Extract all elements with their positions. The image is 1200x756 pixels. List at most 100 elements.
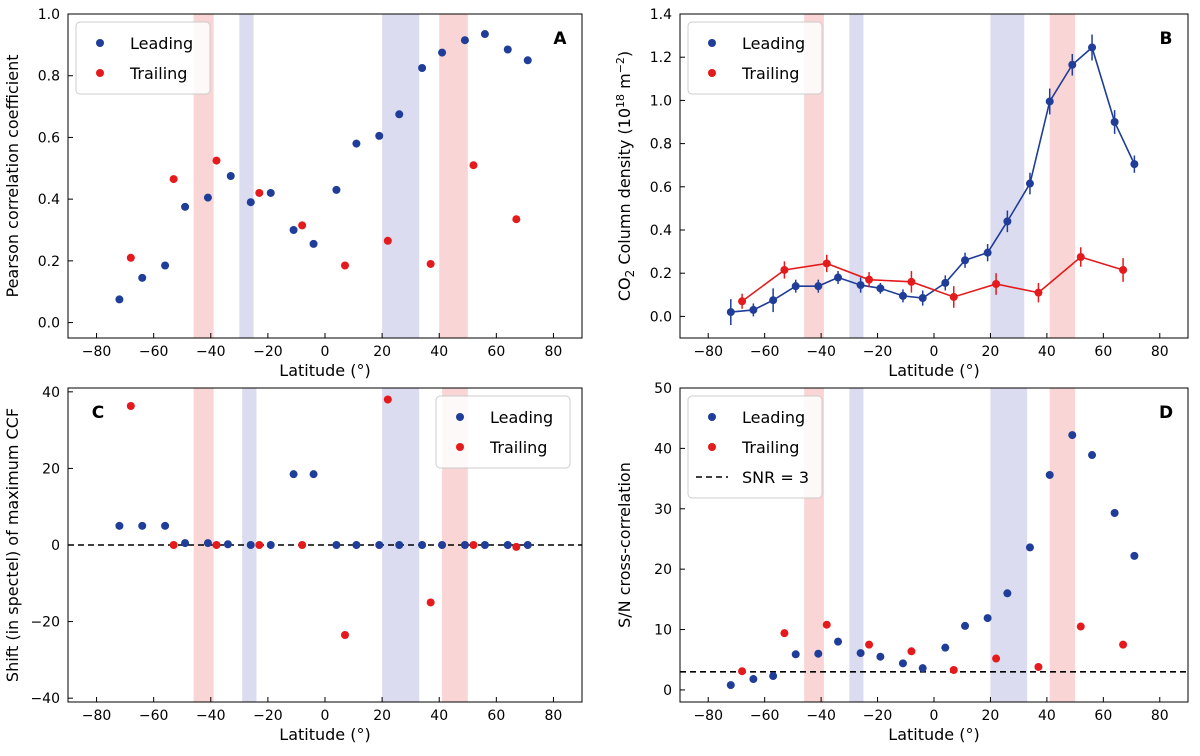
data-point (1110, 118, 1119, 126)
series-trailing (126, 395, 521, 639)
data-point (332, 185, 341, 194)
data-point (941, 643, 950, 652)
data-point (266, 188, 275, 197)
data-point (1025, 543, 1034, 552)
y-tick-label: 0.4 (38, 192, 60, 208)
data-point (460, 541, 469, 549)
data-point (375, 541, 384, 549)
panel-letter: D (1159, 403, 1173, 423)
data-point (126, 401, 135, 410)
data-point (876, 652, 885, 661)
data-point (115, 295, 124, 304)
y-tick-label: 0.8 (650, 137, 672, 153)
data-point (780, 265, 789, 274)
shade-band (193, 14, 214, 338)
legend-entry: Leading (96, 34, 193, 53)
legend: Leading Trailing (435, 395, 571, 469)
data-point (738, 667, 747, 676)
series-trailing (738, 620, 1128, 676)
x-tick-label: −40 (806, 708, 836, 724)
legend-marker (96, 69, 104, 77)
data-point (961, 621, 970, 630)
y-tick-label: 0.2 (38, 254, 60, 270)
x-tick-label: 0 (321, 344, 330, 360)
legend-label: Trailing (129, 64, 187, 83)
y-tick-label: 40 (654, 441, 672, 457)
data-point (438, 541, 447, 549)
x-tick-label: −20 (253, 344, 283, 360)
x-tick-label: 60 (487, 344, 505, 360)
data-point (918, 294, 927, 303)
data-point (523, 56, 532, 65)
data-point (814, 649, 823, 658)
y-axis-label-part: 2 (623, 270, 637, 278)
x-tick-label: −80 (82, 708, 112, 724)
x-tick-label: −80 (693, 708, 723, 724)
data-point (791, 650, 800, 659)
x-axis-label: Latitude (°) (888, 725, 979, 744)
data-point (395, 110, 404, 119)
x-tick-label: 40 (430, 708, 448, 724)
x-axis-label: Latitude (°) (279, 725, 370, 744)
data-point (203, 193, 212, 202)
y-tick-label: 30 (654, 502, 672, 518)
x-tick-label: 80 (545, 708, 563, 724)
x-tick-label: 80 (545, 344, 563, 360)
data-point (223, 540, 232, 549)
y-tick-label: −40 (30, 691, 60, 707)
legend-marker (708, 39, 716, 47)
data-point (726, 681, 735, 690)
legend-entry: Trailing (456, 438, 547, 457)
data-point (298, 541, 307, 549)
data-point (469, 161, 478, 170)
x-tick-label: 20 (982, 344, 1000, 360)
y-axis-label-part: −2 (614, 57, 627, 73)
data-point (352, 541, 361, 549)
x-tick-label: −80 (82, 344, 112, 360)
data-point (1119, 640, 1128, 649)
series-trailing (126, 156, 521, 270)
data-point (769, 296, 778, 305)
data-point (395, 541, 404, 549)
legend-entry: Leading (708, 408, 805, 427)
data-point (226, 172, 235, 180)
data-point (1088, 43, 1097, 52)
x-tick-label: 0 (930, 708, 939, 724)
shade-band (849, 14, 864, 338)
data-point (298, 221, 307, 230)
data-point (352, 139, 361, 148)
legend-label: Leading (130, 34, 193, 53)
data-point (266, 541, 275, 549)
x-tick-label: 60 (1094, 708, 1112, 724)
y-tick-label: 0 (51, 538, 60, 554)
panel-letter: A (553, 29, 567, 49)
y-axis-label: CO2 Column density (1018 m−2) (614, 51, 637, 301)
legend: Leading Trailing (75, 21, 211, 95)
data-point (115, 521, 124, 530)
legend: Leading Trailing (687, 21, 823, 95)
data-point (426, 598, 435, 607)
y-tick-label: 0.0 (650, 309, 672, 325)
x-tick-label: −20 (863, 344, 893, 360)
data-point (138, 521, 147, 530)
legend-label: Leading (742, 34, 805, 53)
data-point (1025, 179, 1034, 188)
legend-box (75, 21, 211, 95)
legend-label: Trailing (489, 438, 547, 457)
x-tick-label: −40 (806, 344, 836, 360)
data-point (865, 275, 874, 284)
x-tick-label: 40 (1038, 708, 1056, 724)
data-point (289, 470, 298, 479)
shade-band (382, 14, 420, 338)
y-tick-label: 20 (654, 562, 672, 578)
data-point (1034, 662, 1043, 671)
data-point (1045, 470, 1054, 479)
data-point (1076, 253, 1085, 261)
data-point (983, 248, 992, 257)
shade-band (1049, 388, 1076, 702)
data-point (1068, 431, 1077, 440)
y-axis-label: Shift (in spectel) of maximum CCF (3, 408, 22, 682)
data-point (418, 64, 427, 72)
data-point (126, 253, 135, 262)
legend-box (687, 395, 823, 499)
